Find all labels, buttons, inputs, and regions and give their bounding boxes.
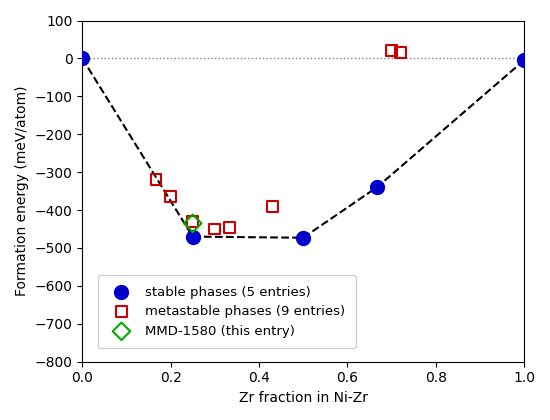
stable phases (5 entries) (188, 233, 197, 240)
stable phases (5 entries) (78, 55, 87, 62)
Legend: stable phases (5 entries), metastable phases (9 entries), MMD-1580 (this entry): stable phases (5 entries), metastable ph… (98, 275, 356, 348)
metastable phases (9 entries) (396, 50, 405, 56)
X-axis label: Zr fraction in Ni-Zr: Zr fraction in Ni-Zr (239, 391, 367, 405)
metastable phases (9 entries) (152, 176, 161, 183)
metastable phases (9 entries) (225, 224, 234, 231)
metastable phases (9 entries) (268, 203, 277, 210)
stable phases (5 entries) (372, 184, 381, 191)
Y-axis label: Formation energy (meV/atom): Formation energy (meV/atom) (15, 86, 29, 297)
metastable phases (9 entries) (387, 47, 396, 54)
stable phases (5 entries) (520, 57, 529, 64)
metastable phases (9 entries) (188, 218, 197, 225)
stable phases (5 entries) (299, 234, 307, 241)
MMD-1580 (this entry) (188, 220, 197, 227)
metastable phases (9 entries) (211, 226, 219, 232)
metastable phases (9 entries) (166, 194, 175, 200)
